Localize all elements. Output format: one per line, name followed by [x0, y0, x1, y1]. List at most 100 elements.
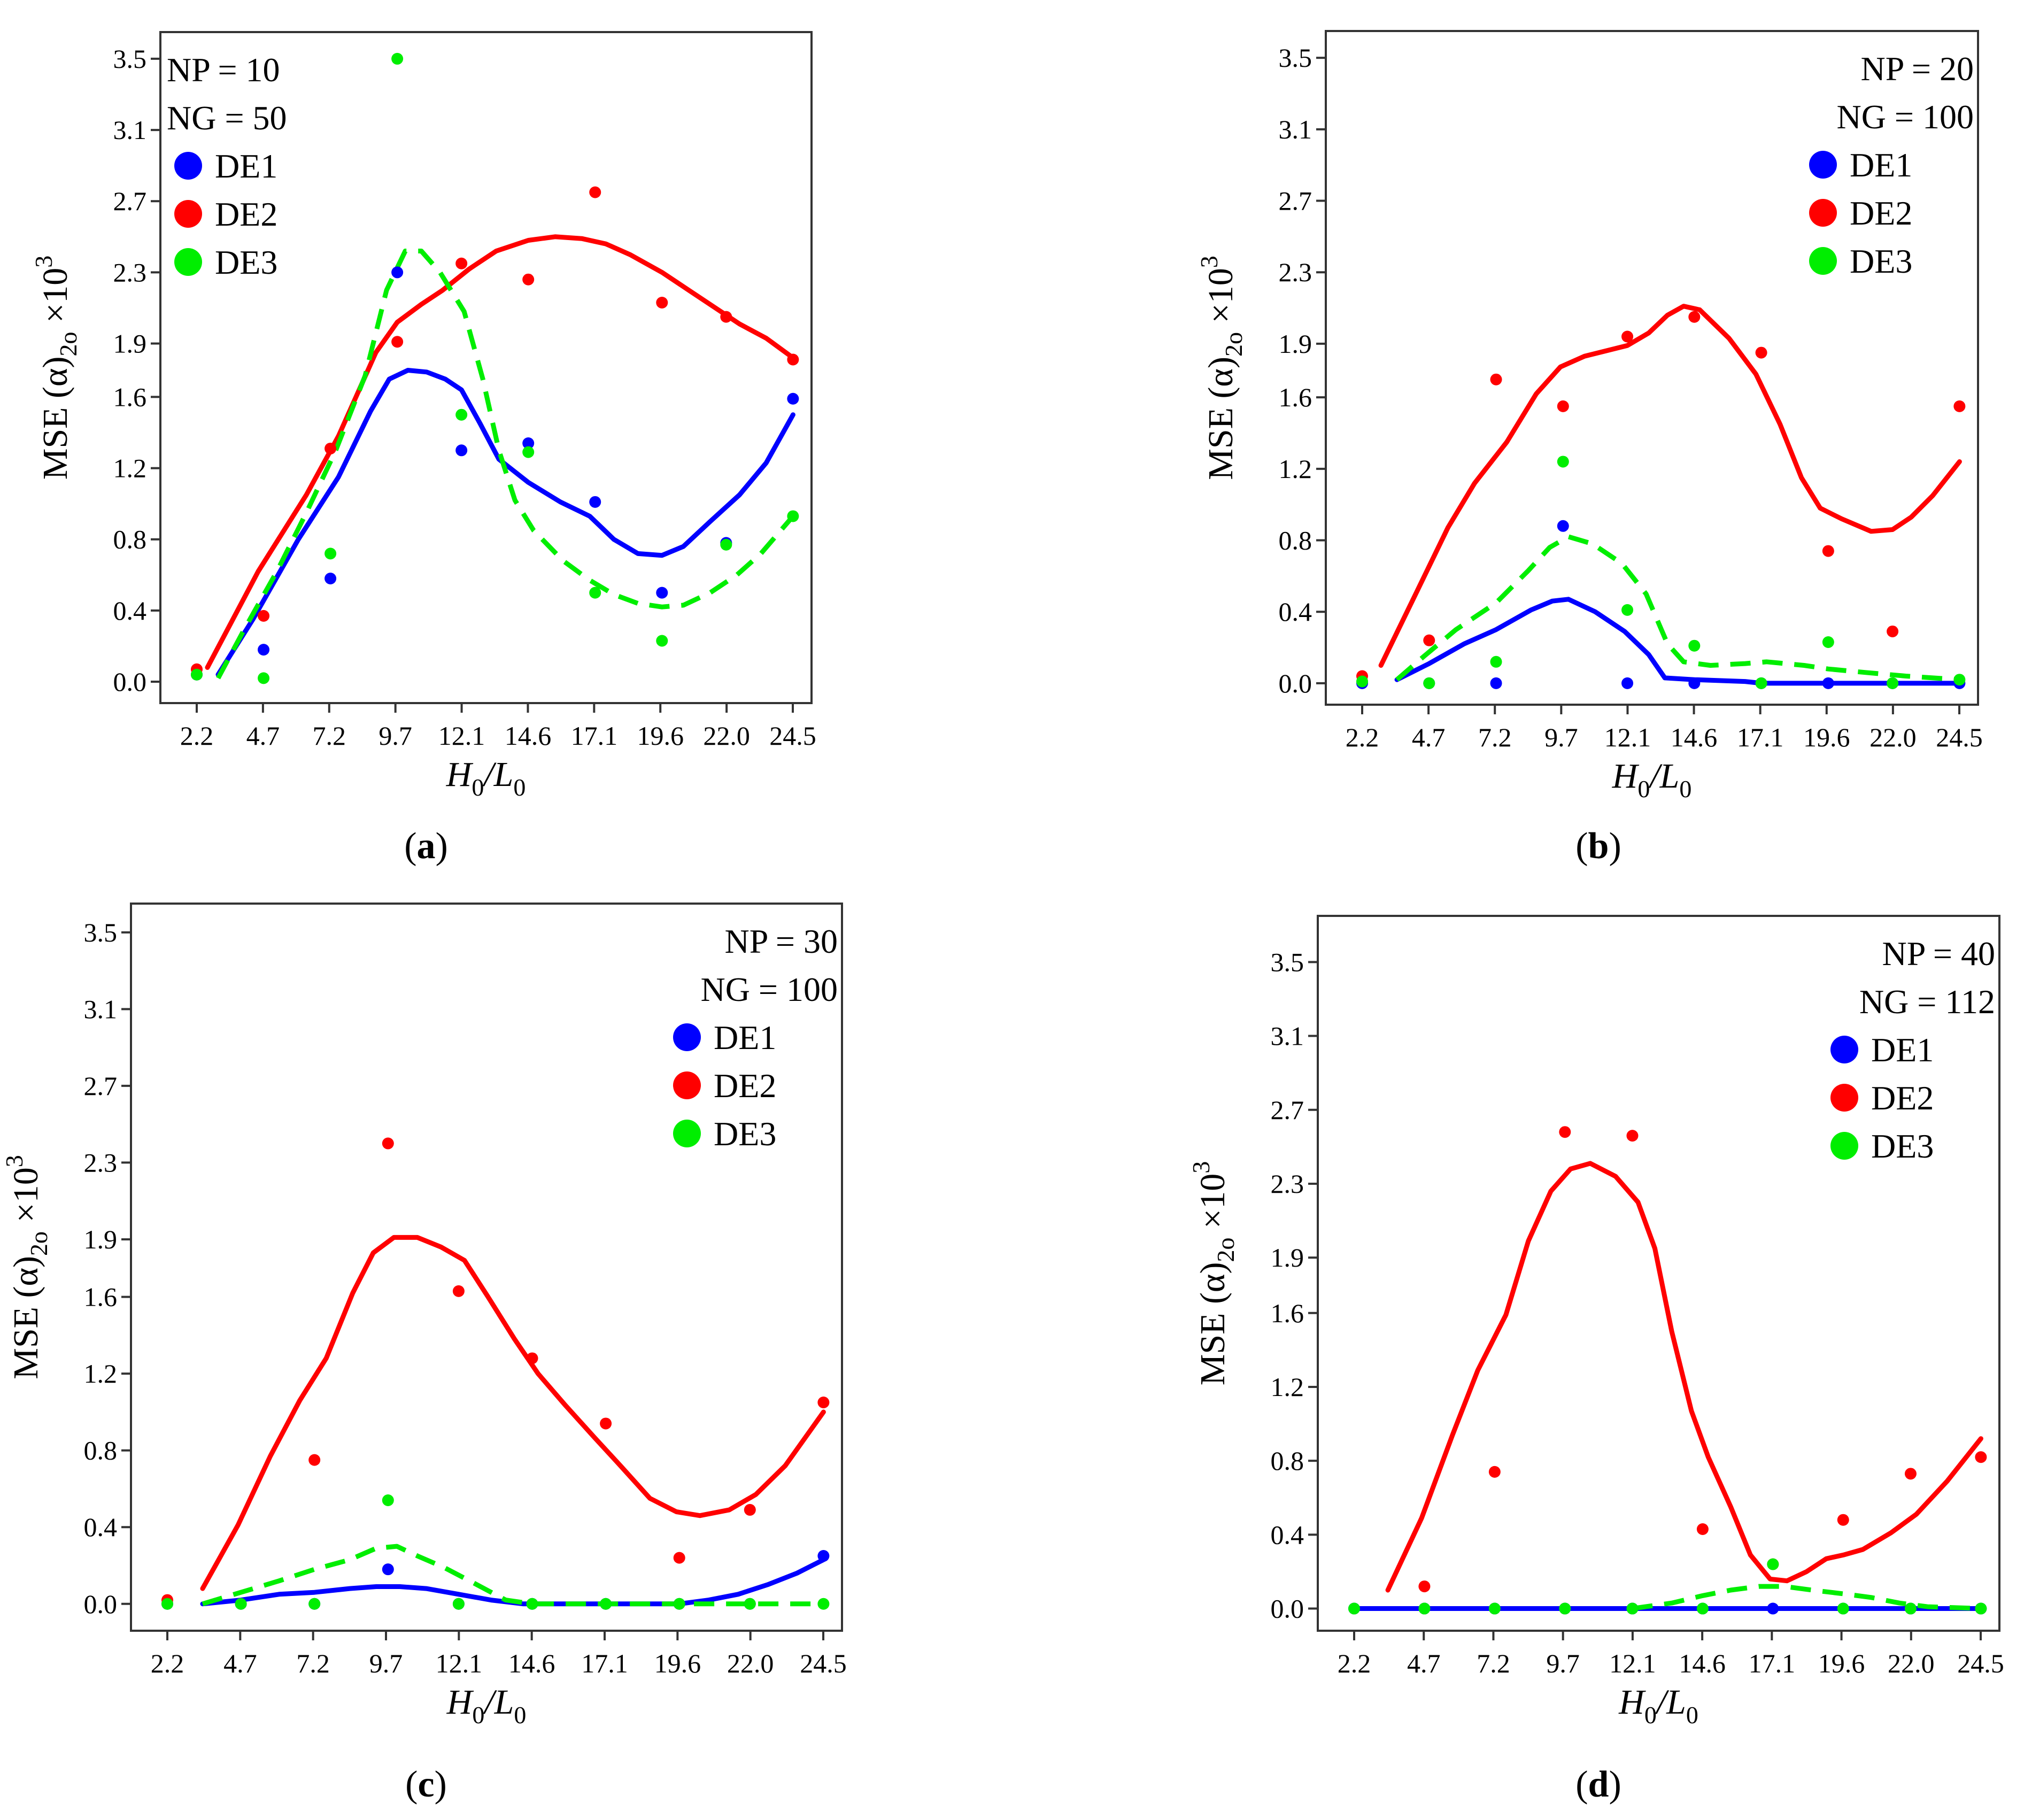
- data-point-de3: [787, 510, 799, 522]
- legend-param-label: NP = 30: [724, 922, 838, 960]
- y-tick-label: 2.3: [84, 1147, 118, 1177]
- legend-marker-de3: [174, 248, 202, 276]
- legend-marker-de2: [174, 200, 202, 228]
- x-tick-label: 22.0: [727, 1648, 774, 1678]
- y-tick-label: 1.2: [84, 1359, 118, 1389]
- x-tick-label: 19.6: [1818, 1648, 1865, 1678]
- y-tick-label: 1.6: [1279, 382, 1312, 412]
- y-tick-label: 1.9: [113, 329, 147, 359]
- legend-marker-de3: [673, 1120, 701, 1147]
- data-point-de2: [382, 1137, 394, 1150]
- trend-line-de3: [1632, 1584, 1981, 1611]
- data-point-de3: [1557, 456, 1569, 468]
- x-tick-label: 4.7: [1407, 1648, 1441, 1678]
- legend: NP = 20 NG = 100 DE1 DE2 DE3: [1809, 50, 1974, 280]
- data-point-de2: [673, 1552, 685, 1564]
- plot-frame: [159, 31, 813, 704]
- y-tick-label: 0.0: [113, 667, 147, 697]
- data-point-de3: [600, 1598, 612, 1610]
- x-tick-label: 19.6: [1803, 722, 1850, 752]
- legend-param-label: NP = 10: [167, 51, 280, 89]
- data-point-de2: [1696, 1523, 1709, 1535]
- data-point-de3: [1418, 1602, 1431, 1615]
- legend-series-label: DE3: [1850, 242, 1912, 280]
- data-point-de1: [522, 437, 535, 449]
- x-tick-label: 9.7: [378, 721, 412, 751]
- legend-series-label: DE1: [215, 147, 277, 185]
- x-tick-label: 17.1: [1749, 1648, 1796, 1678]
- legend-series-label: DE1: [1871, 1031, 1934, 1069]
- y-tick-label: 3.1: [113, 115, 147, 145]
- x-axis-title: H0/L0: [1618, 1683, 1698, 1729]
- x-tick-label: 7.2: [296, 1648, 330, 1678]
- data-point-de3: [1626, 1602, 1639, 1615]
- legend-marker-de1: [1830, 1036, 1858, 1063]
- data-point-de2: [600, 1417, 612, 1430]
- data-point-de1: [1822, 677, 1834, 689]
- y-tick-label: 3.5: [1279, 43, 1312, 73]
- x-tick-label: 9.7: [1544, 722, 1578, 752]
- data-point-de3: [1822, 636, 1834, 649]
- x-tick-label: 17.1: [1737, 722, 1784, 752]
- data-point-de3: [1904, 1602, 1917, 1615]
- legend-marker-de3: [1809, 247, 1837, 275]
- x-axis-title: H0/L0: [446, 1683, 527, 1729]
- trend-line-de2: [1385, 1161, 1983, 1593]
- data-point-de2: [452, 1285, 465, 1297]
- y-axis-title: MSE (α)2o ×103: [1, 1155, 52, 1379]
- x-tick-label: 12.1: [1609, 1648, 1656, 1678]
- legend-series-label: DE1: [714, 1019, 776, 1056]
- data-point-de3: [235, 1598, 247, 1610]
- data-point-de2: [455, 257, 468, 269]
- data-point-de3: [1755, 677, 1767, 689]
- legend-series-label: DE2: [1850, 194, 1912, 232]
- data-point-de2: [391, 336, 404, 348]
- y-axis-title: MSE (α)2o ×103: [1187, 1161, 1239, 1385]
- data-point-de3: [1490, 655, 1502, 668]
- data-point-de2: [1418, 1580, 1431, 1593]
- x-axis-title: H0/L0: [446, 755, 526, 801]
- y-tick-label: 1.9: [1279, 329, 1312, 359]
- data-point-de1: [1490, 677, 1502, 689]
- x-tick-label: 24.5: [1936, 722, 1983, 752]
- data-point-de3: [308, 1598, 321, 1610]
- y-tick-label: 1.6: [1271, 1298, 1304, 1328]
- data-point-de1: [656, 587, 668, 599]
- data-point-de1: [589, 496, 601, 508]
- y-tick-label: 1.2: [1279, 454, 1312, 484]
- x-tick-label: 12.1: [1604, 722, 1651, 752]
- y-tick-label: 0.8: [84, 1436, 118, 1466]
- legend-series-label: DE3: [1871, 1127, 1934, 1165]
- data-point-de3: [191, 668, 203, 681]
- legend-series-label: DE1: [1850, 146, 1912, 184]
- y-tick-label: 1.6: [84, 1282, 118, 1312]
- data-point-de2: [1887, 625, 1899, 637]
- x-tick-label: 7.2: [313, 721, 346, 751]
- data-point-de2: [522, 273, 535, 286]
- data-point-de3: [817, 1598, 830, 1610]
- x-tick-label: 14.6: [508, 1648, 555, 1678]
- data-point-de2: [1626, 1130, 1639, 1142]
- data-point-de2: [1975, 1451, 1987, 1463]
- trend-line-de1: [215, 368, 795, 677]
- plot-frame: [1317, 915, 2000, 1632]
- data-point-de2: [817, 1396, 830, 1408]
- data-point-de1: [391, 266, 404, 279]
- legend-param-label: NP = 20: [1860, 50, 1974, 88]
- data-point-de3: [391, 52, 404, 65]
- data-point-de1: [1557, 520, 1569, 532]
- legend-series-label: DE2: [714, 1067, 776, 1105]
- x-tick-label: 9.7: [369, 1648, 403, 1678]
- legend: NP = 40 NG = 112 DE1 DE2 DE3: [1830, 935, 1995, 1165]
- panel-label: (c): [405, 1764, 447, 1805]
- data-point-de3: [1767, 1558, 1779, 1570]
- legend: NP = 30 NG = 100 DE1 DE2 DE3: [673, 922, 838, 1153]
- y-tick-label: 0.4: [1271, 1520, 1304, 1549]
- x-tick-label: 12.1: [438, 721, 485, 751]
- data-point-de2: [526, 1352, 538, 1364]
- trend-line-de2: [1378, 304, 1962, 668]
- data-point-de3: [720, 538, 732, 551]
- data-point-de1: [787, 392, 799, 405]
